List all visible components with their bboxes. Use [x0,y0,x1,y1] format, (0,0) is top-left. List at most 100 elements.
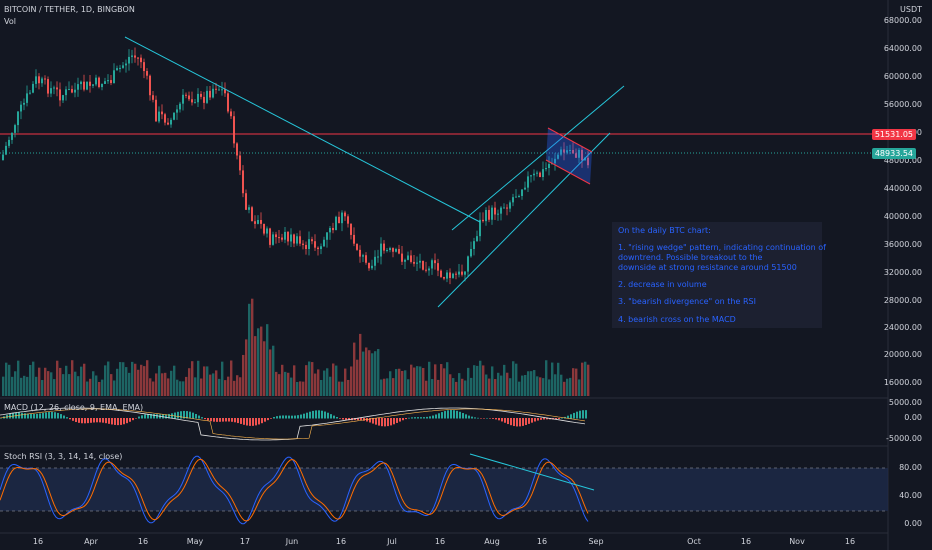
volume-bar [455,381,458,396]
macd-histogram-bar [480,418,482,419]
macd-histogram-bar [372,418,374,424]
volume-bar [464,380,467,396]
candle-body [395,248,397,252]
volume-bar [332,363,335,396]
candle-body [317,247,319,250]
macd-histogram-bar [210,418,212,422]
candle-body [8,139,10,146]
candle-body [479,219,481,237]
macd-histogram-bar [39,413,41,419]
candle-body [257,220,259,224]
volume-bar [83,363,86,396]
volume-bar [131,361,134,396]
volume-bar [209,374,212,396]
candle-body [128,56,130,64]
volume-bar [56,360,59,396]
macd-histogram-bar [300,414,302,419]
candle-body [503,207,505,209]
downtrend-line[interactable] [124,36,481,223]
macd-histogram-bar [402,418,404,421]
volume-bar [140,364,143,396]
candle-body [425,269,427,271]
macd-histogram-bar [102,418,104,423]
candle-body [401,253,403,262]
candle-body [362,255,364,257]
volume-bar [128,372,131,396]
volume-bar [587,364,590,396]
volume-bar [329,376,332,396]
macd-histogram-bar [411,417,413,419]
macd-histogram-bar [258,418,260,425]
volume-bar [122,362,125,396]
time-tick: Oct [687,537,701,546]
macd-histogram-bar [81,418,83,424]
candle-body [329,227,331,233]
candle-body [5,145,7,155]
candle-body [290,234,292,242]
candle-body [320,246,322,250]
candle-body [266,228,268,234]
volume-bar [539,377,542,396]
volume-bar [470,377,473,396]
macd-histogram-bar [66,417,68,419]
macd-histogram-bar [534,418,536,422]
candle-body [164,114,166,123]
macd-histogram-bar [579,410,581,419]
wedge-upper-line[interactable] [451,85,625,231]
macd-histogram-bar [129,418,131,422]
macd-histogram-bar [546,418,548,420]
macd-histogram-bar [189,411,191,419]
macd-histogram-bar [69,418,71,420]
candle-body [35,76,37,84]
volume-bar [221,361,224,396]
volume-bar [524,375,527,396]
macd-histogram-bar [84,418,86,424]
stoch-divergence-line[interactable] [469,453,595,491]
candlesticks [2,47,589,285]
candle-body [140,57,142,63]
volume-bar [260,326,263,396]
candle-body [341,212,343,224]
macd-histogram-bar [555,418,557,420]
volume-bar [389,371,392,396]
volume-bar [374,351,377,396]
macd-histogram-bar [291,415,293,419]
macd-histogram-bar [288,415,290,419]
candle-body [32,83,34,93]
price-tick: 64000.00 [883,44,922,53]
annotation-box[interactable] [612,222,822,328]
volume-bar [359,333,362,396]
candle-body [398,248,400,254]
macd-histogram-bar [285,415,287,419]
volume-bar [395,369,398,396]
candle-body [347,216,349,224]
candle-body [488,210,490,220]
volume-bar [302,381,305,396]
bear-flag-box[interactable] [546,128,592,184]
macd-histogram-bar [192,412,194,419]
volume-bar [185,376,188,396]
wedge-lower-line[interactable] [437,132,611,308]
candle-body [542,169,544,178]
macd-histogram-bar [345,418,347,421]
macd-histogram-bar [96,418,98,423]
candle-body [263,223,265,234]
candle-body [152,95,154,100]
volume-bar [326,368,329,396]
candle-body [455,273,457,275]
candle-body [110,80,112,84]
volume-bar [401,370,404,396]
macd-histogram-bar [450,410,452,419]
volume-bar [278,374,281,396]
candle-body [215,88,217,90]
volume-bar [179,381,182,396]
macd-histogram-bar [21,412,23,419]
candle-body [269,228,271,245]
volume-bar [467,367,470,396]
macd-histogram-bar [201,417,203,419]
macd-histogram-bar [576,411,578,419]
macd-histogram-bar [528,418,530,424]
time-tick: Sep [588,537,604,546]
candle-body [407,255,409,260]
